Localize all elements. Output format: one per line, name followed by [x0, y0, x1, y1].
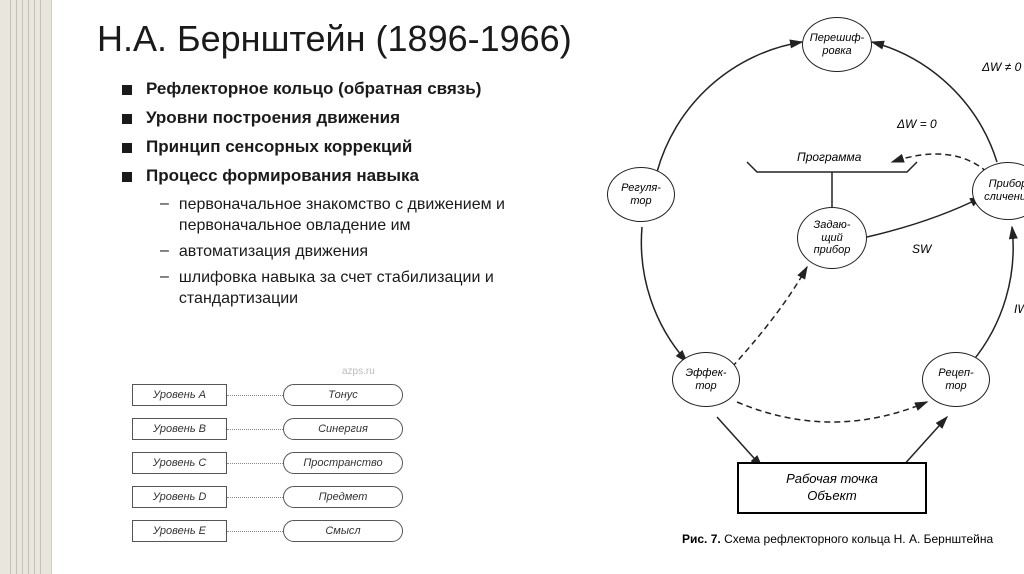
- reflex-ring-diagram: Перешиф-ровка Регуля-тор Приборсличения …: [552, 12, 1024, 552]
- sub-bullet-text: автоматизация движения: [179, 241, 368, 263]
- level-pill: Предмет: [283, 486, 403, 508]
- level-row: Уровень E Смысл: [132, 516, 462, 546]
- sub-bullet-text: шлифовка навыка за счет стабилизации и с…: [179, 267, 542, 310]
- sidebar-stripe: [28, 0, 29, 574]
- sub-bullet-item: – шлифовка навыка за счет стабилизации и…: [160, 267, 542, 310]
- dash-icon: –: [160, 242, 169, 260]
- level-box: Уровень C: [132, 452, 227, 474]
- bullet-item: Принцип сенсорных коррекций: [122, 136, 542, 159]
- label-programma: Программа: [797, 150, 861, 164]
- dash-icon: –: [160, 268, 169, 286]
- level-box: Уровень B: [132, 418, 227, 440]
- level-pill: Синергия: [283, 418, 403, 440]
- sidebar-stripe: [10, 0, 11, 574]
- level-box: Уровень E: [132, 520, 227, 542]
- caption-text: Схема рефлекторного кольца Н. А. Бернште…: [721, 532, 993, 546]
- slide-content: Н.А. Бернштейн (1896-1966) Рефлекторное …: [52, 0, 1024, 574]
- bullet-item: Процесс формирования навыка: [122, 165, 542, 188]
- bullet-list: Рефлекторное кольцо (обратная связь) Уро…: [122, 78, 542, 314]
- level-row: Уровень B Синергия: [132, 414, 462, 444]
- level-pill: Пространство: [283, 452, 403, 474]
- level-connector: [227, 395, 283, 396]
- level-pill: Смысл: [283, 520, 403, 542]
- level-connector: [227, 497, 283, 498]
- level-connector: [227, 463, 283, 464]
- level-box: Уровень A: [132, 384, 227, 406]
- bullet-text: Уровни построения движения: [146, 107, 400, 130]
- level-pill: Тонус: [283, 384, 403, 406]
- square-bullet-icon: [122, 172, 132, 182]
- dash-icon: –: [160, 195, 169, 213]
- sidebar-stripe: [16, 0, 17, 574]
- node-effector: Эффек-тор: [672, 352, 740, 407]
- level-row: Уровень A Тонус: [132, 380, 462, 410]
- label-iw: IW: [1014, 302, 1024, 316]
- bullet-text: Принцип сенсорных коррекций: [146, 136, 412, 159]
- sub-bullet-item: – первоначальное знакомство с движением …: [160, 194, 542, 237]
- sub-bullet-item: – автоматизация движения: [160, 241, 542, 263]
- level-box: Уровень D: [132, 486, 227, 508]
- diagram-caption: Рис. 7. Схема рефлекторного кольца Н. А.…: [682, 532, 1024, 546]
- level-connector: [227, 429, 283, 430]
- node-zadayushij-pribor: Задаю-щийприбор: [797, 207, 867, 269]
- bullet-item: Уровни построения движения: [122, 107, 542, 130]
- level-row: Уровень C Пространство: [132, 448, 462, 478]
- sidebar-stripe: [22, 0, 23, 574]
- node-regulator: Регуля-тор: [607, 167, 675, 222]
- label-dw-nonzero: ΔW ≠ 0: [982, 60, 1021, 74]
- bullet-text: Процесс формирования навыка: [146, 165, 419, 188]
- slide-title: Н.А. Бернштейн (1896-1966): [97, 18, 572, 60]
- caption-figure-number: Рис. 7.: [682, 532, 721, 546]
- square-bullet-icon: [122, 143, 132, 153]
- bullet-text: Рефлекторное кольцо (обратная связь): [146, 78, 481, 101]
- sub-bullet-text: первоначальное знакомство с движением и …: [179, 194, 542, 237]
- workbox-object: Рабочая точкаОбъект: [737, 462, 927, 514]
- square-bullet-icon: [122, 85, 132, 95]
- node-receptor: Рецеп-тор: [922, 352, 990, 407]
- level-row: Уровень D Предмет: [132, 482, 462, 512]
- levels-table: azps.ru Уровень A Тонус Уровень B Синерг…: [132, 380, 462, 550]
- label-sw: SW: [912, 242, 931, 256]
- level-connector: [227, 531, 283, 532]
- slide-sidebar: [0, 0, 52, 574]
- square-bullet-icon: [122, 114, 132, 124]
- label-dw-zero: ΔW = 0: [897, 117, 937, 131]
- node-pereshifrovka: Перешиф-ровка: [802, 17, 872, 72]
- sidebar-stripe: [34, 0, 35, 574]
- bullet-item: Рефлекторное кольцо (обратная связь): [122, 78, 542, 101]
- watermark: azps.ru: [342, 366, 375, 377]
- sidebar-stripe: [40, 0, 41, 574]
